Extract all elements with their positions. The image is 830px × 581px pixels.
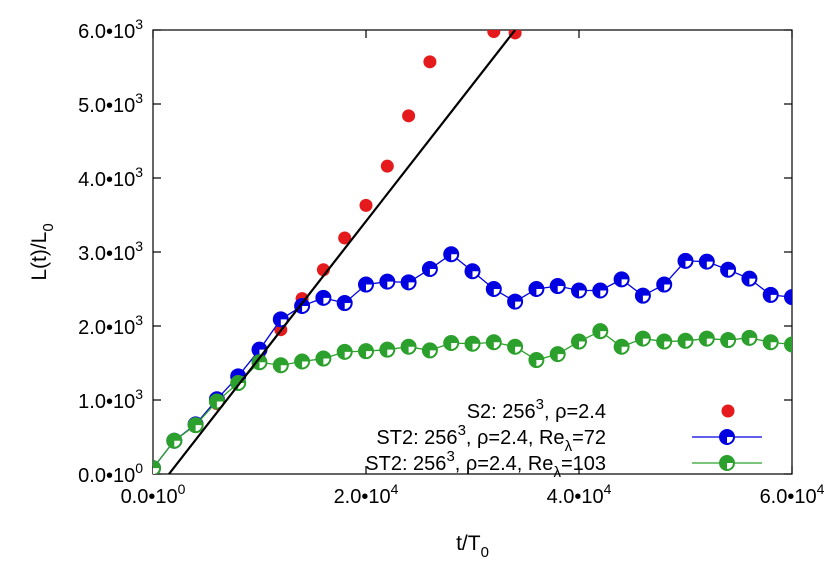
data-point [720,332,737,349]
data-point [338,231,352,245]
y-tick-label: 2.0•103 [78,312,143,339]
data-point [487,30,501,38]
data-point [294,298,311,315]
y-tick-label: 6.0•103 [78,16,143,43]
data-point [634,287,651,304]
data-point [443,335,460,352]
data-point [741,270,758,287]
legend-marker [721,404,735,418]
data-point [272,311,289,328]
series-2 [153,323,792,474]
data-point [720,261,737,278]
x-axis-label: t/T0 [456,532,489,561]
data-point [251,354,268,371]
data-point [677,332,694,349]
data-point [507,338,524,355]
data-point [315,289,332,306]
data-point [336,295,353,312]
data-point [784,289,792,306]
data-point [153,460,161,474]
y-tick-label: 4.0•103 [78,164,143,191]
data-point [187,417,204,434]
data-point [613,271,630,288]
legend-label: ST2: 2563, ρ=2.4, Reλ=103 [365,448,606,481]
data-point [379,341,396,358]
data-point [358,343,374,360]
data-point [208,393,225,410]
data-point [571,333,587,350]
data-point [380,159,394,173]
legend-label: ST2: 2563, ρ=2.4, Reλ=72 [376,422,606,455]
data-point [485,281,502,297]
data-point [421,342,438,359]
reference-line [168,30,516,474]
legend-label: S2: 2563, ρ=2.4 [467,396,606,423]
data-point [656,276,673,293]
data-point [528,281,545,297]
data-point [315,350,332,367]
data-point [508,30,522,40]
data-point [359,198,373,212]
data-point [423,55,437,69]
data-point [379,273,396,290]
data-point [592,323,609,340]
data-point [528,352,545,369]
data-point [464,335,481,352]
x-tick-label: 2.0•104 [334,481,399,508]
data-point [421,261,438,278]
data-point [485,334,502,351]
data-point [400,274,417,291]
data-point [507,293,524,310]
data-point [634,330,651,347]
x-tick-label: 0.0•100 [121,481,186,508]
data-point [549,346,566,363]
data-point [336,343,353,360]
data-point [294,353,311,370]
data-point [656,333,673,350]
data-point [698,330,715,347]
data-point [443,246,460,263]
y-tick-label: 0.0•100 [78,460,143,487]
y-axis-label: L(t)/L0 [28,223,57,280]
x-tick-label: 6.0•104 [760,481,825,508]
data-point [400,338,417,355]
data-point [358,276,374,293]
y-tick-label: 3.0•103 [78,238,143,265]
series-3 [168,30,516,474]
data-point [741,329,758,346]
data-point [698,253,715,270]
axes: 0.0•100 2.0•104 4.0•104 6.0•104 0.0•100 1.0•1… [28,16,825,561]
data-point [613,338,630,355]
data-point [571,282,587,299]
x-tick-label: 4.0•104 [547,481,612,508]
legend-marker [719,429,735,445]
data-point [402,109,416,123]
data-point [464,263,481,280]
legend-marker [719,455,735,471]
data-point [549,278,566,295]
data-point [592,282,609,299]
data-point [677,252,694,269]
y-tick-label: 5.0•103 [78,90,143,117]
data-point [166,432,183,449]
series-layer [153,30,792,474]
data-point [272,357,289,374]
data-point [762,334,779,351]
data-point [784,336,792,353]
y-tick-label: 1.0•103 [78,386,143,413]
data-point [762,286,779,303]
series-1 [153,246,792,474]
